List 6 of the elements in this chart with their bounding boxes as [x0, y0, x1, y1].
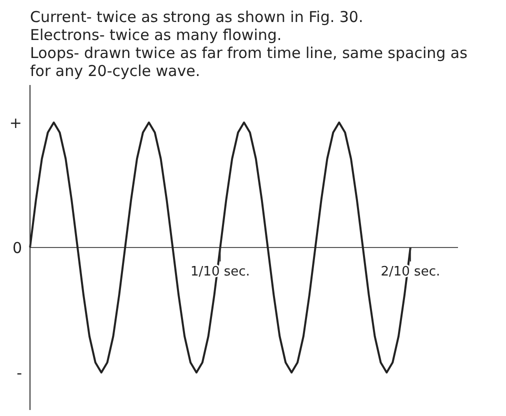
- text: -: [16, 364, 22, 382]
- text: Current- twice as strong as shown in Fig. 30.: [30, 8, 364, 26]
- text: Electrons- twice as many flowing.: [30, 26, 283, 44]
- text: Loops- drawn twice as far from time line, same spacing as for any 20-cycle wave.: [30, 44, 468, 80]
- text: 0: [12, 238, 22, 257]
- text: +: [9, 114, 22, 132]
